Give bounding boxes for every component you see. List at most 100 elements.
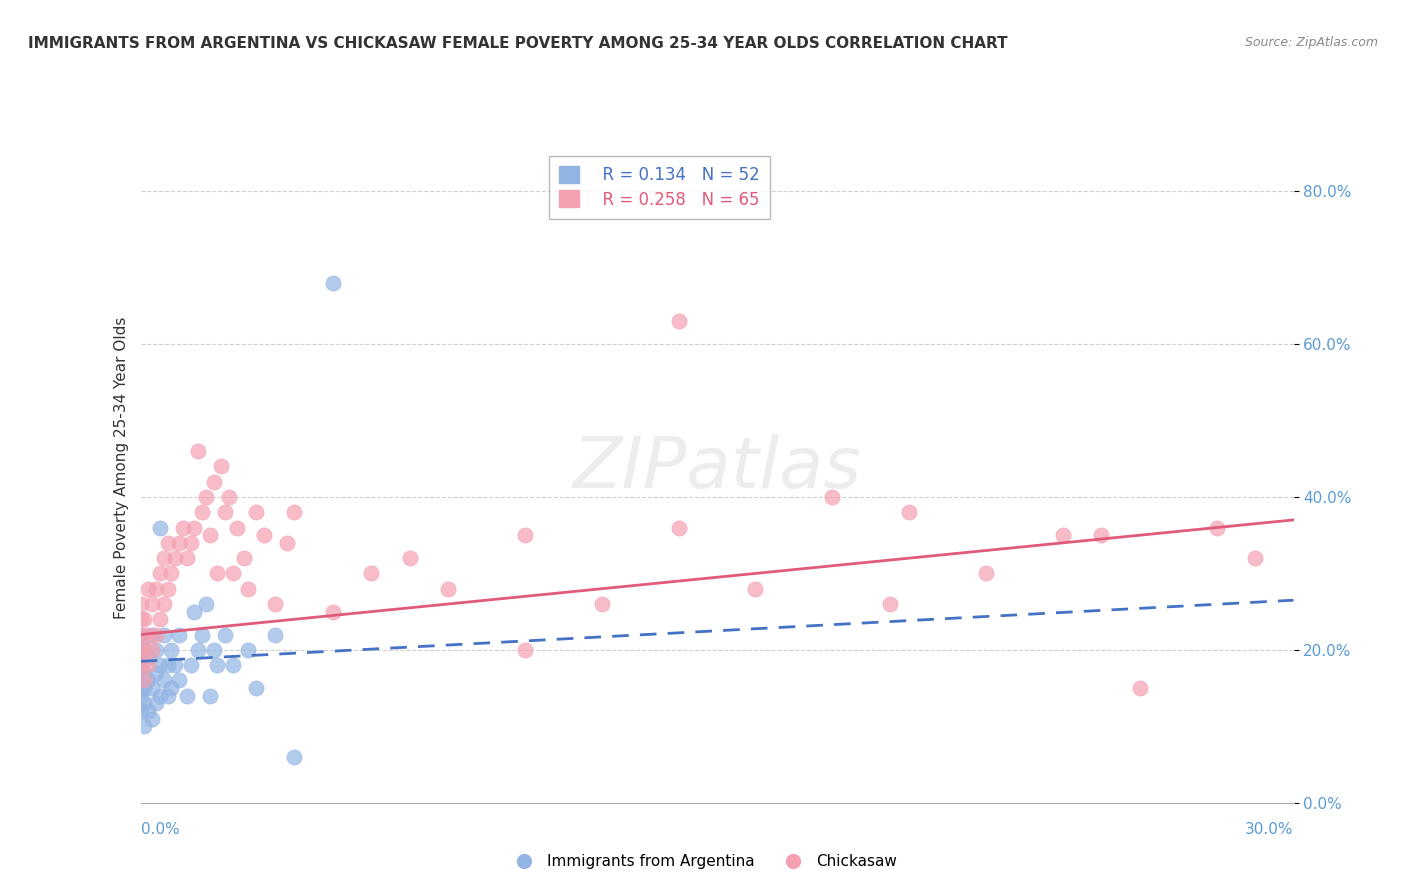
- Point: [129, 597, 152, 611]
- Point: [283, 505, 305, 519]
- Point: [187, 643, 209, 657]
- Point: [160, 643, 183, 657]
- Point: [513, 643, 536, 657]
- Point: [152, 551, 174, 566]
- Point: [176, 551, 198, 566]
- Point: [209, 459, 232, 474]
- Point: [245, 681, 267, 695]
- Point: [136, 627, 159, 641]
- Point: [1052, 528, 1074, 542]
- Point: [165, 658, 187, 673]
- Point: [156, 536, 179, 550]
- Point: [134, 643, 156, 657]
- Point: [167, 673, 190, 688]
- Point: [152, 673, 174, 688]
- Point: [136, 673, 159, 688]
- Point: [233, 551, 256, 566]
- Point: [183, 520, 205, 534]
- Point: [225, 520, 247, 534]
- Point: [322, 276, 344, 290]
- Point: [129, 704, 152, 718]
- Point: [129, 658, 152, 673]
- Point: [167, 627, 190, 641]
- Point: [129, 612, 152, 626]
- Point: [134, 612, 156, 626]
- Point: [167, 536, 190, 550]
- Point: [141, 681, 163, 695]
- Point: [591, 597, 613, 611]
- Point: [198, 689, 221, 703]
- Point: [198, 528, 221, 542]
- Point: [191, 505, 214, 519]
- Point: [264, 597, 287, 611]
- Text: IMMIGRANTS FROM ARGENTINA VS CHICKASAW FEMALE POVERTY AMONG 25-34 YEAR OLDS CORR: IMMIGRANTS FROM ARGENTINA VS CHICKASAW F…: [28, 36, 1008, 51]
- Point: [129, 650, 152, 665]
- Text: Source: ZipAtlas.com: Source: ZipAtlas.com: [1244, 36, 1378, 49]
- Point: [129, 635, 152, 649]
- Point: [160, 566, 183, 581]
- Point: [322, 605, 344, 619]
- Point: [134, 665, 156, 680]
- Point: [218, 490, 240, 504]
- Point: [156, 658, 179, 673]
- Point: [149, 689, 172, 703]
- Point: [145, 643, 167, 657]
- Point: [156, 689, 179, 703]
- Point: [141, 643, 163, 657]
- Point: [136, 658, 159, 673]
- Point: [165, 551, 187, 566]
- Point: [214, 505, 236, 519]
- Point: [1205, 520, 1227, 534]
- Point: [136, 650, 159, 665]
- Point: [129, 627, 152, 641]
- Point: [222, 566, 245, 581]
- Point: [744, 582, 766, 596]
- Point: [283, 750, 305, 764]
- Point: [264, 627, 287, 641]
- Point: [437, 582, 460, 596]
- Point: [149, 566, 172, 581]
- Point: [222, 658, 245, 673]
- Point: [136, 582, 159, 596]
- Point: [879, 597, 901, 611]
- Point: [1090, 528, 1112, 542]
- Point: [898, 505, 921, 519]
- Point: [360, 566, 382, 581]
- Point: [252, 528, 274, 542]
- Point: [176, 689, 198, 703]
- Point: [134, 673, 156, 688]
- Point: [238, 582, 260, 596]
- Point: [152, 597, 174, 611]
- Point: [1129, 681, 1152, 695]
- Point: [149, 612, 172, 626]
- Point: [129, 643, 152, 657]
- Point: [180, 658, 202, 673]
- Point: [821, 490, 844, 504]
- Point: [141, 597, 163, 611]
- Point: [194, 597, 217, 611]
- Point: [245, 505, 267, 519]
- Point: [202, 643, 225, 657]
- Text: 30.0%: 30.0%: [1246, 822, 1294, 837]
- Point: [129, 643, 152, 657]
- Point: [134, 697, 156, 711]
- Point: [145, 627, 167, 641]
- Point: [194, 490, 217, 504]
- Point: [214, 627, 236, 641]
- Point: [145, 665, 167, 680]
- Point: [145, 582, 167, 596]
- Point: [668, 314, 690, 328]
- Point: [183, 605, 205, 619]
- Y-axis label: Female Poverty Among 25-34 Year Olds: Female Poverty Among 25-34 Year Olds: [114, 318, 129, 619]
- Point: [129, 689, 152, 703]
- Point: [207, 658, 229, 673]
- Point: [156, 582, 179, 596]
- Point: [129, 627, 152, 641]
- Point: [160, 681, 183, 695]
- Point: [129, 681, 152, 695]
- Point: [134, 719, 156, 733]
- Point: [145, 697, 167, 711]
- Point: [191, 627, 214, 641]
- Legend: Immigrants from Argentina, Chickasaw: Immigrants from Argentina, Chickasaw: [503, 848, 903, 875]
- Point: [129, 673, 152, 688]
